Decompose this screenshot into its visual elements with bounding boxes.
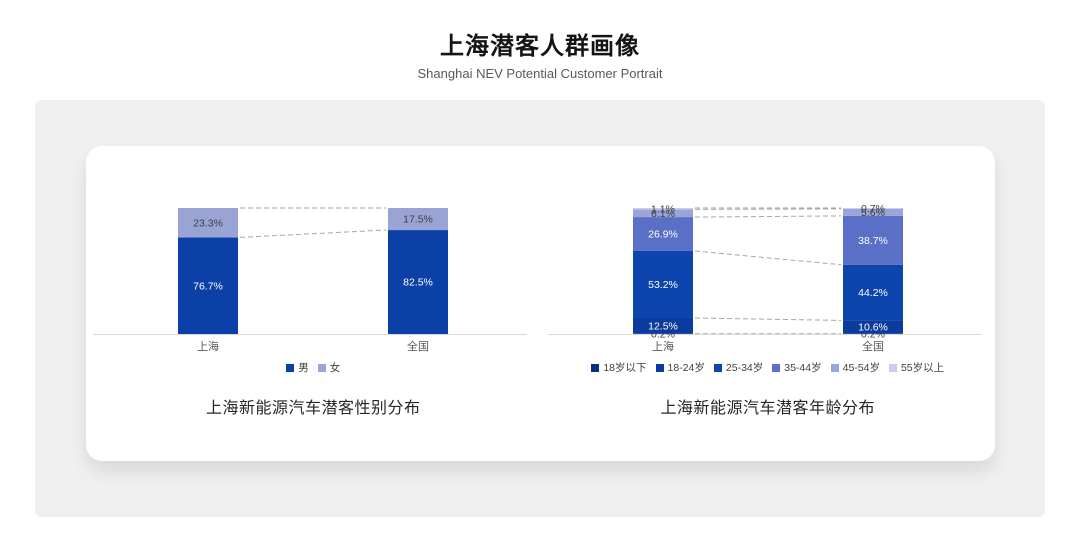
segment-value-label: 53.2% — [648, 279, 678, 291]
legend-label: 男 — [298, 362, 309, 374]
chart-section-gender: 76.7% 23.3% 上海 82.5% 17.5% 全国 男女 上海新能源汽车潜客性别分… — [86, 146, 541, 461]
category-axis-label: 上海 — [652, 339, 674, 353]
legend-item: 45-54岁 — [830, 362, 880, 374]
category-axis-label: 全国 — [407, 339, 429, 353]
segment-value-label: 1.1% — [651, 204, 675, 215]
segment-value-label: 0.7% — [861, 204, 885, 215]
legend-swatch-icon — [317, 364, 326, 373]
legend-swatch-icon — [888, 364, 897, 373]
legend-label: 18岁以下 — [603, 362, 647, 374]
segment-value-label: 44.2% — [858, 287, 888, 299]
legend-label: 18-24岁 — [667, 362, 705, 374]
segment-value-label: 12.5% — [648, 321, 678, 333]
segment-value-label: 5.6% — [861, 207, 885, 219]
bar-segment — [842, 320, 903, 334]
charts-card: 76.7% 23.3% 上海 82.5% 17.5% 全国 男女 上海新能源汽车潜客性别分… — [86, 146, 995, 461]
legend-item: 18-24岁 — [655, 362, 705, 374]
bar-segment — [842, 208, 903, 216]
legend-swatch-icon — [591, 364, 600, 373]
legend-swatch-icon — [286, 364, 295, 373]
bar-segment — [632, 318, 693, 334]
legend-item: 55岁以上 — [888, 362, 945, 374]
category-axis-label: 上海 — [197, 339, 219, 353]
bar-segment — [388, 230, 449, 334]
bar-segment — [842, 215, 903, 265]
legend-swatch-icon — [655, 364, 664, 373]
legend-item: 35-44岁 — [772, 362, 822, 374]
legend-item: 男 — [286, 363, 309, 374]
segment-value-label: 76.7% — [193, 280, 223, 292]
bar-segment — [842, 264, 903, 321]
report-header: 上海潜客人群画像 Shanghai NEV Potential Customer… — [0, 26, 1080, 81]
legend-label: 25-34岁 — [725, 362, 764, 374]
gender-chart-caption: 上海新能源汽车潜客性别分布 — [205, 399, 421, 417]
age-chart-caption: 上海新能源汽车潜客年龄分布 — [660, 399, 875, 417]
legend-label: 55岁以上 — [900, 362, 945, 374]
bar-segment — [388, 208, 449, 231]
segment-value-label: 82.5% — [403, 277, 433, 289]
segment-value-label: 17.5% — [403, 214, 433, 226]
bar-segment — [178, 237, 239, 334]
gender-chart-legend: 男女 — [286, 363, 340, 374]
legend-label: 35-44岁 — [784, 362, 822, 374]
page-subtitle: Shanghai NEV Potential Customer Portrait — [417, 66, 663, 81]
bar-segment — [842, 208, 903, 209]
legend-swatch-icon — [830, 364, 839, 373]
legend-swatch-icon — [713, 364, 722, 373]
age-distribution-chart: 0.2%12.5%53.2%26.9%6.1%1.1%上海0.2%10.6%44… — [547, 204, 982, 353]
bar-segment — [632, 250, 693, 318]
age-chart-legend: 18岁以下 18-24岁 25-34岁 35-44岁 45-54岁 55岁以上 — [591, 363, 944, 374]
bar-segment — [632, 209, 693, 218]
segment-value-label: 6.1% — [651, 208, 675, 220]
chart-section-age: 0.2% 12.5% 53.2% 26.9% 6.1% 1.1% 上海 0.2% 10.6% 44… — [541, 146, 996, 461]
legend-swatch-icon — [772, 364, 781, 373]
category-axis-label: 全国 — [862, 339, 884, 353]
segment-value-label: 38.7% — [858, 235, 888, 247]
page-title: 上海潜客人群画像 — [440, 33, 640, 60]
legend-item: 25-34岁 — [713, 362, 764, 374]
segment-value-label: 26.9% — [648, 229, 678, 241]
segment-value-label: 23.3% — [193, 217, 223, 229]
legend-label: 女 — [329, 362, 341, 374]
legend-label: 45-54岁 — [842, 362, 880, 374]
content-panel: 76.7% 23.3% 上海 82.5% 17.5% 全国 男女 上海新能源汽车潜客性别分… — [35, 100, 1045, 517]
legend-item: 18岁以下 — [591, 362, 647, 374]
legend-item: 女 — [317, 362, 341, 374]
bar-segment — [632, 217, 693, 251]
segment-value-label: 10.6% — [858, 322, 888, 334]
bar-segment — [632, 208, 693, 210]
bar-segment — [178, 208, 239, 238]
gender-distribution-chart: 76.7% 23.3% 上海 82.5% 17.5% 全国 — [93, 207, 528, 353]
